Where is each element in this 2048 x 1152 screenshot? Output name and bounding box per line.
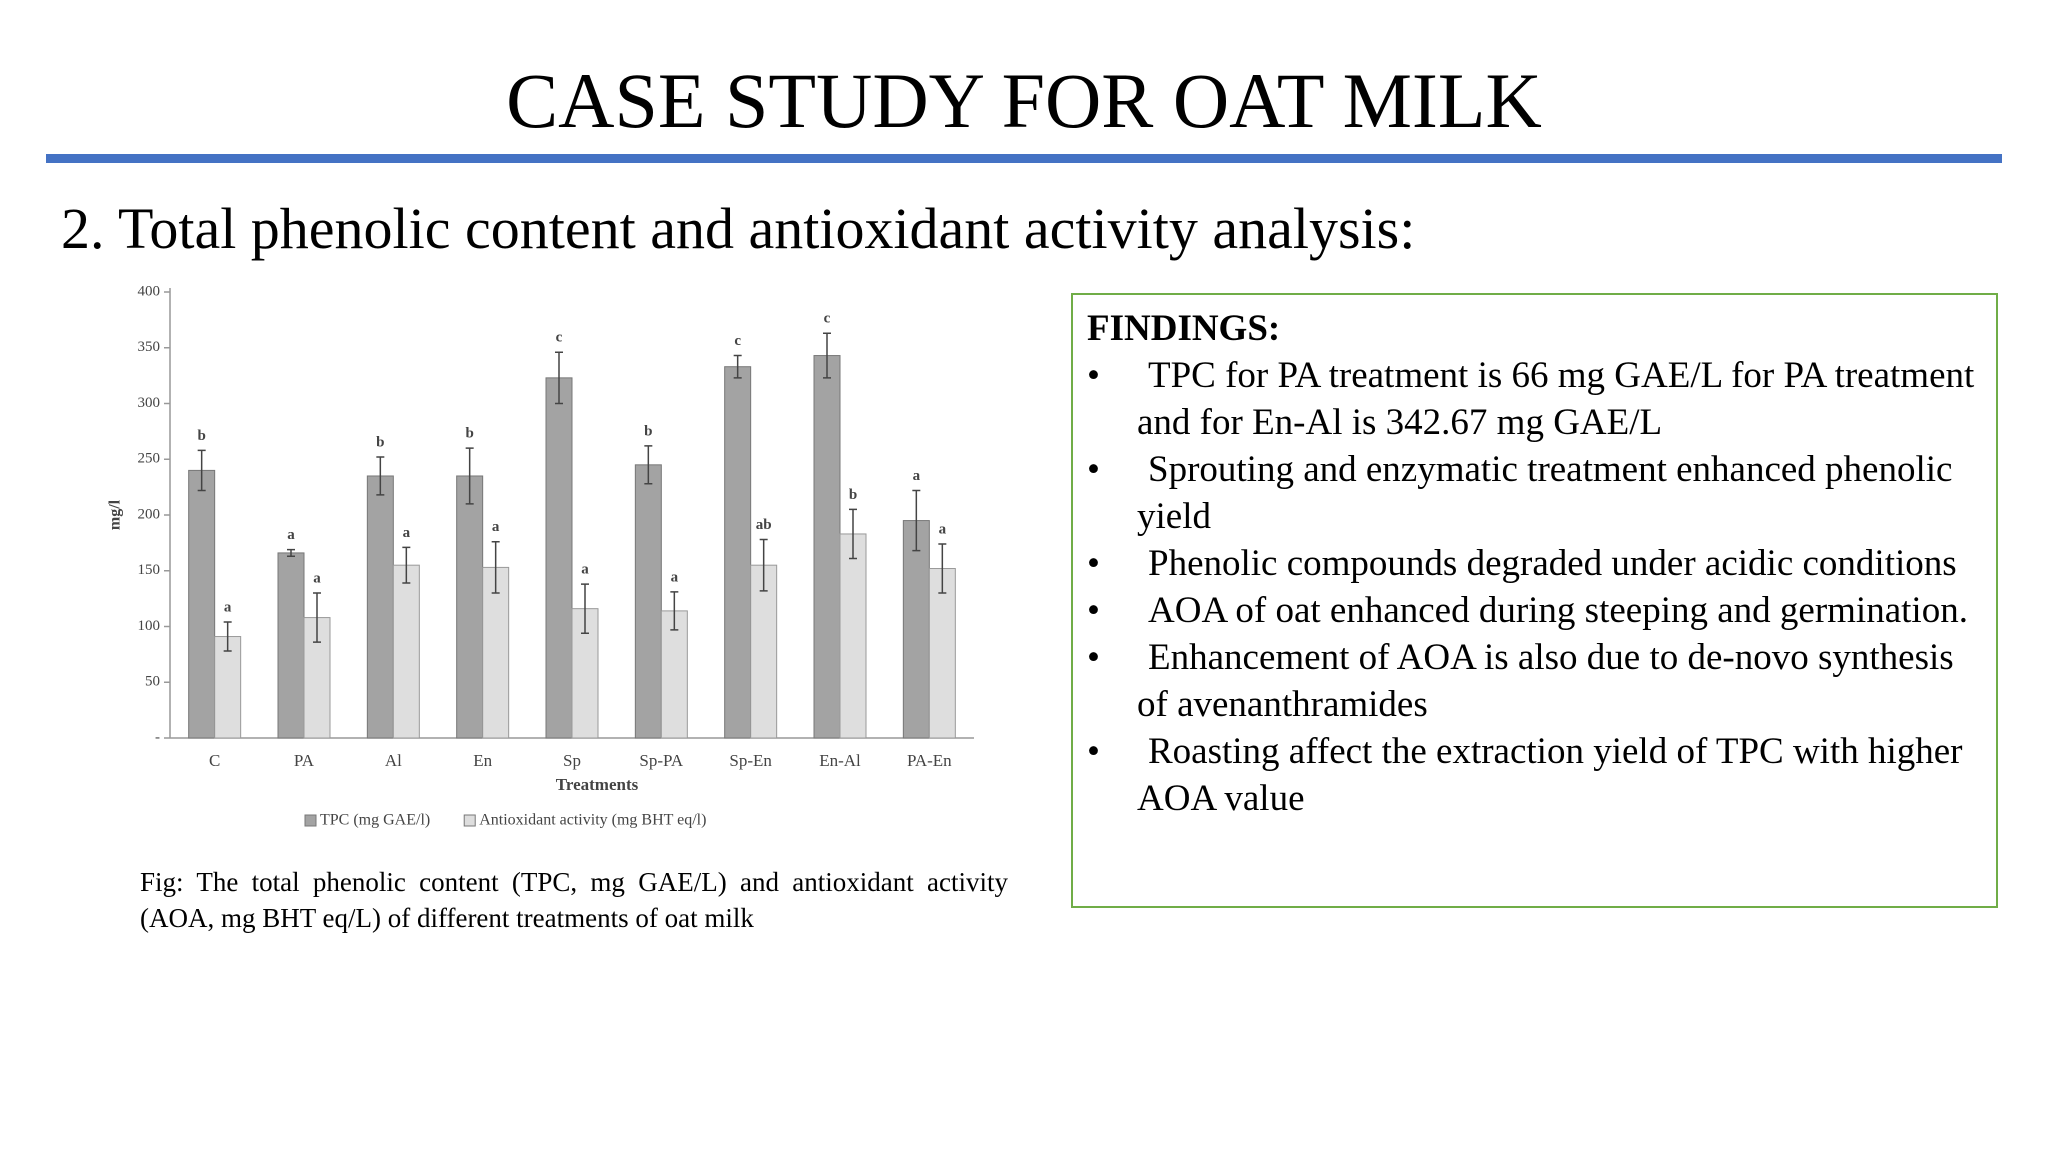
error-bar: [376, 456, 385, 496]
significance-label: b: [849, 487, 857, 503]
x-tick-label: Sp-En: [729, 751, 772, 770]
bar: [366, 475, 394, 739]
significance-label: a: [939, 521, 947, 537]
finding-text: Phenolic compounds degraded under acidic…: [1148, 543, 1957, 584]
significance-label: b: [197, 428, 205, 444]
y-tick-label: 150: [138, 562, 161, 578]
significance-label: a: [313, 570, 321, 586]
legend-swatch: [304, 814, 317, 827]
bar: [277, 552, 305, 739]
y-axis-label: mg/l: [107, 499, 124, 530]
chart: - 50 100 150 200 250 300 350 400 mg/l Treatments Cb…: [107, 283, 974, 829]
significance-label: a: [671, 569, 679, 585]
finding-text: Enhancement of AOA is also due to de-nov…: [1137, 637, 1954, 725]
significance-label: b: [376, 434, 384, 450]
finding-text: Sprouting and enzymatic treatment enhanc…: [1137, 449, 1953, 537]
y-tick-label: 50: [145, 674, 160, 690]
findings-box: FINDINGS: TPC for PA treatment is 66 mg …: [1071, 293, 1998, 908]
finding-text: Roasting affect the extraction yield of …: [1137, 731, 1963, 819]
error-bar: [733, 354, 742, 379]
bar: [392, 564, 420, 739]
y-tick-label: 250: [138, 451, 161, 467]
significance-label: c: [824, 311, 831, 327]
error-bar: [938, 543, 947, 594]
y-tick-label: 400: [138, 283, 161, 299]
significance-label: a: [492, 519, 500, 535]
error-bar: [912, 489, 921, 552]
error-bar: [670, 591, 679, 631]
x-tick-label: En: [473, 751, 492, 770]
bar: [660, 610, 688, 739]
x-tick-label: Sp-PA: [639, 751, 684, 770]
error-bar: [197, 449, 206, 492]
x-tick-label: PA: [294, 751, 315, 770]
error-bar: [465, 447, 474, 505]
error-bar: [313, 592, 321, 643]
significance-label: a: [287, 527, 295, 543]
y-tick-label: -: [155, 729, 160, 745]
bar: [456, 475, 484, 739]
error-bar: [581, 583, 589, 634]
finding-text: AOA of oat enhanced during steeping and …: [1148, 590, 1968, 631]
findings-heading: FINDINGS:: [1087, 308, 1281, 349]
legend-label: Antioxidant activity (mg BHT eq/l): [479, 812, 706, 829]
significance-label: a: [913, 468, 921, 484]
bar: [214, 636, 242, 739]
finding-item: Roasting affect the extraction yield of …: [1087, 728, 1982, 822]
x-tick-label: Al: [385, 751, 402, 770]
finding-item: Phenolic compounds degraded under acidic…: [1087, 540, 1982, 587]
slide-subtitle: 2. Total phenolic content and antioxidan…: [61, 196, 1416, 261]
y-tick-label: 300: [138, 395, 161, 411]
significance-label: b: [465, 426, 473, 442]
error-bar: [644, 445, 653, 485]
error-bar: [759, 538, 768, 592]
x-tick-label: Sp: [563, 751, 581, 770]
y-tick-label: 200: [138, 506, 161, 522]
finding-item: TPC for PA treatment is 66 mg GAE/L for …: [1087, 352, 1982, 446]
finding-item: Enhancement of AOA is also due to de-nov…: [1087, 634, 1982, 728]
legend-label: TPC (mg GAE/l): [320, 812, 430, 829]
significance-label: a: [403, 525, 411, 541]
title-rule: [46, 154, 2002, 163]
bar: [750, 564, 778, 739]
finding-item: AOA of oat enhanced during steeping and …: [1087, 587, 1982, 634]
error-bar: [402, 546, 411, 584]
slide-title: CASE STUDY FOR OAT MILK: [506, 57, 1542, 144]
significance-label: c: [556, 330, 563, 346]
bar: [839, 533, 867, 739]
y-tick-label: 350: [138, 339, 161, 355]
x-tick-label: PA-En: [907, 751, 952, 770]
bar: [634, 464, 662, 739]
bar: [902, 520, 930, 739]
bar: [928, 568, 956, 739]
bar: [188, 469, 216, 739]
x-tick-label: En-Al: [819, 751, 861, 770]
error-bar: [555, 351, 563, 405]
significance-label: b: [644, 423, 652, 439]
finding-item: Sprouting and enzymatic treatment enhanc…: [1087, 446, 1982, 540]
significance-label: c: [734, 333, 741, 349]
figure-caption: Fig: The total phenolic content (TPC, mg…: [140, 867, 1008, 933]
legend-swatch: [463, 814, 476, 827]
finding-text: TPC for PA treatment is 66 mg GAE/L for …: [1137, 355, 1975, 443]
bar: [813, 355, 841, 739]
error-bar: [823, 332, 831, 379]
significance-label: ab: [756, 517, 772, 533]
bar: [724, 366, 752, 739]
error-bar: [491, 541, 500, 594]
x-tick-label: C: [209, 751, 220, 770]
y-tick-label: 100: [138, 618, 161, 634]
significance-label: a: [581, 562, 589, 578]
error-bar: [287, 548, 295, 558]
bar: [545, 377, 573, 739]
x-axis-label: Treatments: [556, 775, 639, 794]
bar: [482, 566, 510, 739]
findings-list: TPC for PA treatment is 66 mg GAE/L for …: [1087, 352, 1982, 822]
error-bar: [849, 508, 857, 560]
error-bar: [223, 621, 232, 652]
significance-label: a: [224, 599, 232, 615]
